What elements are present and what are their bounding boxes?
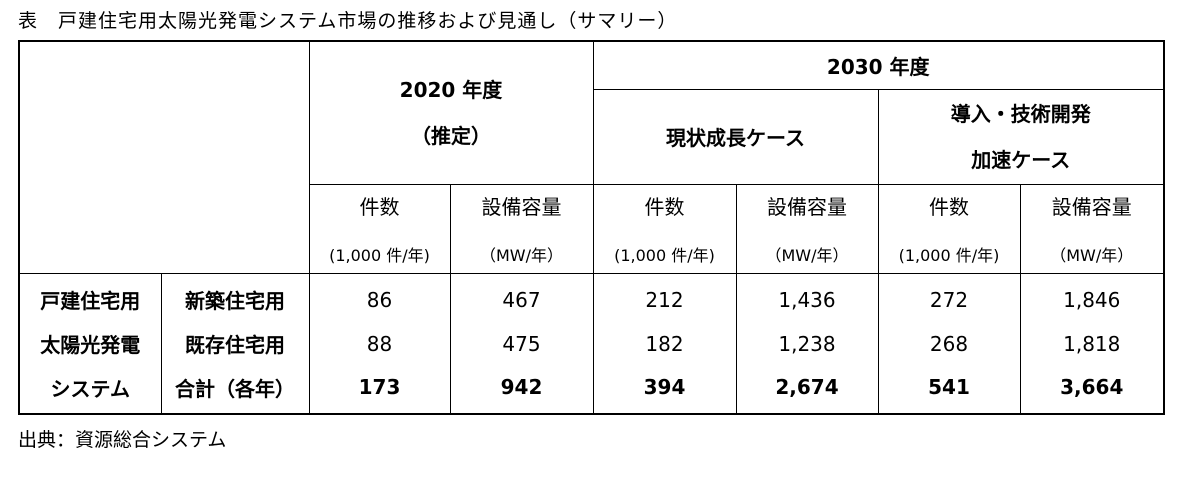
column-label: 件数 bbox=[644, 195, 685, 219]
header-text: 加速ケース bbox=[971, 147, 1071, 172]
value-cell: 1,436 bbox=[735, 273, 879, 320]
row-label: 既存住宅用 bbox=[160, 320, 310, 367]
column-unit: （MW/年） bbox=[765, 246, 849, 265]
row-label: 新築住宅用 bbox=[160, 273, 310, 320]
column-label: 件数 bbox=[359, 195, 400, 219]
row-group-label: 戸建住宅用 bbox=[18, 273, 162, 320]
data-row: システム 合計（各年） 173 942 394 2,674 541 3,664 bbox=[18, 367, 1165, 414]
column-label: 件数 bbox=[929, 195, 969, 219]
value-cell: 182 bbox=[592, 320, 737, 367]
value-cell: 173 bbox=[308, 367, 451, 414]
column-label: 設備容量 bbox=[481, 195, 562, 219]
header-cell: 2030 年度 bbox=[592, 40, 1165, 90]
header-text: 2020 年度 bbox=[399, 77, 503, 102]
column-label: 設備容量 bbox=[767, 195, 847, 219]
header-text: （推定） bbox=[411, 123, 491, 148]
value-cell: 88 bbox=[308, 320, 451, 367]
value-cell: 86 bbox=[308, 273, 451, 320]
value-cell: 541 bbox=[877, 367, 1021, 414]
value-cell: 1,238 bbox=[735, 320, 879, 367]
value-cell: 394 bbox=[592, 367, 737, 414]
source-note: 出典：資源総合システム bbox=[18, 429, 227, 451]
value-cell: 475 bbox=[449, 320, 594, 367]
data-row: 戸建住宅用 新築住宅用 86 467 212 1,436 272 1,846 bbox=[18, 273, 1165, 320]
value-cell: 272 bbox=[877, 273, 1021, 320]
column-unit: (1,000 件/年) bbox=[329, 246, 430, 265]
value-cell: 1,846 bbox=[1019, 273, 1165, 320]
table-title: 表 戸建住宅用太陽光発電システム市場の推移および見通し（サマリー） bbox=[18, 10, 678, 32]
header-cell: 現状成長ケース bbox=[592, 88, 879, 185]
column-header: 件数 (1,000 件/年) bbox=[308, 183, 451, 274]
column-header: 件数 (1,000 件/年) bbox=[592, 183, 737, 274]
column-header: 設備容量 （MW/年） bbox=[735, 183, 879, 274]
column-unit: （MW/年） bbox=[1050, 246, 1134, 265]
value-cell: 268 bbox=[877, 320, 1021, 367]
header-cell: 導入・技術開発 加速ケース bbox=[877, 88, 1165, 185]
row-label: 合計（各年） bbox=[160, 367, 310, 414]
header-cell: 2020 年度 （推定） bbox=[308, 40, 594, 185]
summary-table: 2020 年度 （推定） 2030 年度 現状成長ケース 導入・技術開発 加速ケース… bbox=[18, 40, 1165, 415]
column-header: 設備容量 （MW/年） bbox=[1019, 183, 1165, 274]
column-unit: （MW/年） bbox=[479, 246, 564, 265]
corner-cell bbox=[18, 40, 310, 274]
column-header: 件数 (1,000 件/年) bbox=[877, 183, 1021, 274]
data-row: 太陽光発電 既存住宅用 88 475 182 1,238 268 1,818 bbox=[18, 320, 1165, 367]
value-cell: 467 bbox=[449, 273, 594, 320]
column-header: 設備容量 （MW/年） bbox=[449, 183, 594, 274]
value-cell: 3,664 bbox=[1019, 367, 1165, 414]
value-cell: 2,674 bbox=[735, 367, 879, 414]
row-group-label: 太陽光発電 bbox=[18, 320, 162, 367]
value-cell: 212 bbox=[592, 273, 737, 320]
column-unit: (1,000 件/年) bbox=[898, 246, 1000, 265]
row-group-label: システム bbox=[18, 367, 162, 414]
column-unit: (1,000 件/年) bbox=[614, 246, 715, 265]
header-text: 導入・技術開発 bbox=[950, 101, 1091, 126]
value-cell: 942 bbox=[449, 367, 594, 414]
column-label: 設備容量 bbox=[1051, 195, 1132, 219]
value-cell: 1,818 bbox=[1019, 320, 1165, 367]
